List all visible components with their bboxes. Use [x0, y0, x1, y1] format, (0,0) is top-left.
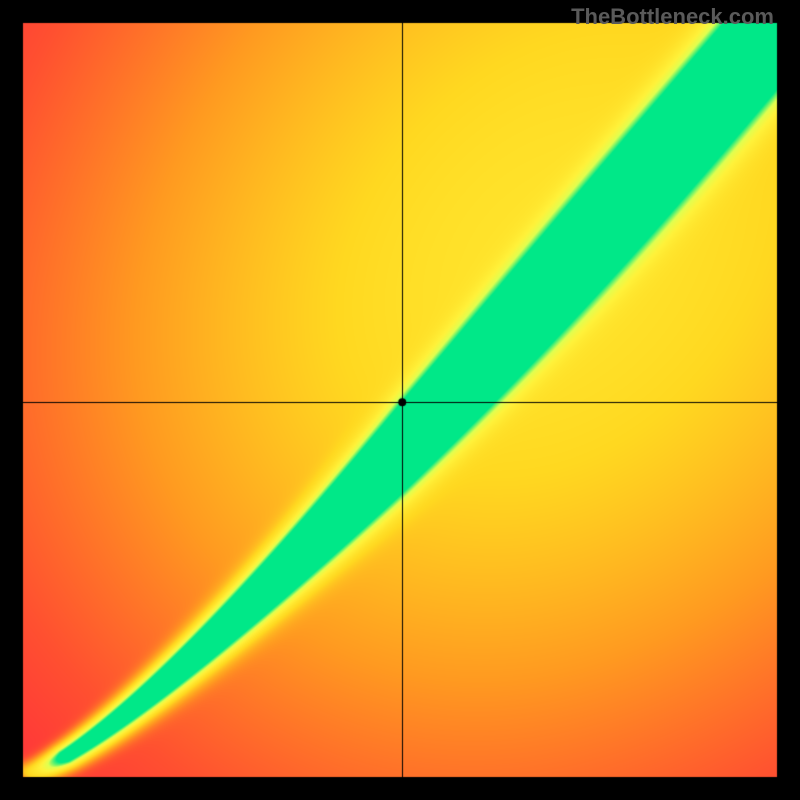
watermark-text: TheBottleneck.com — [571, 4, 774, 30]
bottleneck-heatmap — [0, 0, 800, 800]
chart-container: { "watermark": { "text": "TheBottleneck.… — [0, 0, 800, 800]
